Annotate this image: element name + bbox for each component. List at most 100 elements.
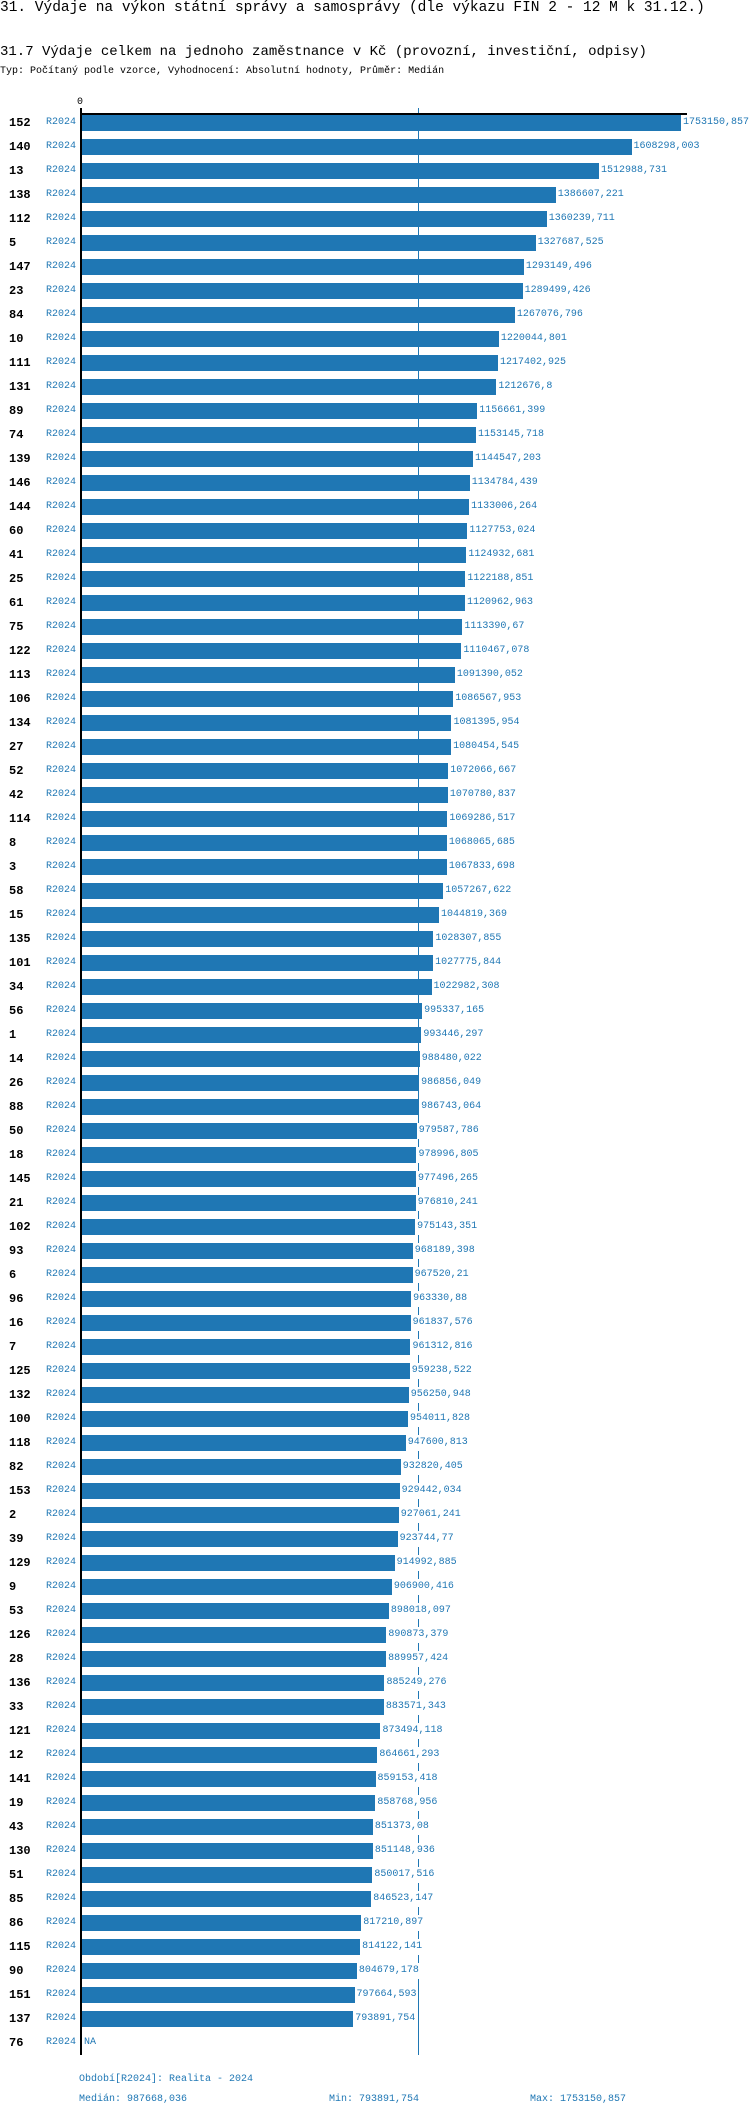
row-label: 33 (9, 1700, 24, 1714)
value-label: 961312,816 (411, 1339, 474, 1355)
row-label: 39 (9, 1532, 24, 1546)
bar (82, 1171, 416, 1187)
row-label: 102 (9, 1220, 31, 1234)
row-label: 34 (9, 980, 24, 994)
period-label: R2024 (46, 381, 77, 392)
row-label: 42 (9, 788, 24, 802)
bar (82, 979, 432, 995)
bar (82, 1651, 387, 1667)
period-label: R2024 (46, 357, 77, 368)
bar (82, 1675, 385, 1691)
period-label: R2024 (46, 285, 77, 296)
value-label: 979587,786 (417, 1123, 480, 1139)
bar (82, 427, 476, 443)
period-label: R2024 (46, 1653, 77, 1664)
period-label: R2024 (46, 1773, 77, 1784)
period-label: R2024 (46, 693, 77, 704)
row-label: 74 (9, 428, 24, 442)
value-label: 923744,77 (398, 1531, 455, 1547)
footer-min: Min: 793891,754 (329, 2094, 420, 2105)
period-label: R2024 (46, 1845, 77, 1856)
value-label: 929442,034 (400, 1483, 463, 1499)
bar (82, 931, 434, 947)
row-label: 21 (9, 1196, 24, 1210)
value-label: 1070780,837 (448, 787, 517, 803)
bar (82, 403, 478, 419)
row-label: 153 (9, 1484, 31, 1498)
bar (82, 379, 497, 395)
value-label: 1081395,954 (452, 715, 521, 731)
period-label: R2024 (46, 453, 77, 464)
row-label: 16 (9, 1316, 24, 1330)
bar (82, 1315, 411, 1331)
period-label: R2024 (46, 1965, 77, 1976)
row-label: 140 (9, 140, 31, 154)
row-label: 14 (9, 1052, 24, 1066)
value-label: 967520,21 (413, 1267, 470, 1283)
value-label: 846523,147 (372, 1891, 435, 1907)
value-label: 883571,343 (384, 1699, 447, 1715)
bar (82, 235, 536, 251)
value-label: 975143,351 (416, 1219, 479, 1235)
period-label: R2024 (46, 1197, 77, 1208)
row-label: 6 (9, 1268, 17, 1282)
row-label: 3 (9, 860, 17, 874)
value-label: 956250,948 (409, 1387, 472, 1403)
bar (82, 1891, 372, 1907)
value-label: 797664,593 (355, 1987, 418, 2003)
footer-period: Období[R2024]: Realita - 2024 (79, 2074, 254, 2085)
row-label: 141 (9, 1772, 31, 1786)
period-label: R2024 (46, 165, 77, 176)
period-label: R2024 (46, 573, 77, 584)
value-label: 932820,405 (401, 1459, 464, 1475)
bar (82, 1771, 376, 1787)
row-label: 118 (9, 1436, 31, 1450)
period-label: R2024 (46, 1821, 77, 1832)
row-label: 27 (9, 740, 24, 754)
bar (82, 1339, 411, 1355)
period-label: R2024 (46, 477, 77, 488)
value-label: 977496,265 (416, 1171, 479, 1187)
value-label: 1067833,698 (447, 859, 516, 875)
row-label: 113 (9, 668, 31, 682)
period-label: R2024 (46, 1245, 77, 1256)
row-label: 147 (9, 260, 31, 274)
value-label: 1134784,439 (470, 475, 539, 491)
value-label: 1124932,681 (467, 547, 536, 563)
bar (82, 1843, 373, 1859)
period-label: R2024 (46, 501, 77, 512)
row-label: 152 (9, 116, 31, 130)
period-label: R2024 (46, 237, 77, 248)
value-label: 1127753,024 (468, 523, 537, 539)
period-label: R2024 (46, 1533, 77, 1544)
row-label: 23 (9, 284, 24, 298)
period-label: R2024 (46, 405, 77, 416)
bar (82, 787, 448, 803)
row-label: 53 (9, 1604, 24, 1618)
bar (82, 1699, 384, 1715)
bar (82, 211, 547, 227)
period-label: R2024 (46, 213, 77, 224)
bar (82, 571, 466, 587)
row-label: 138 (9, 188, 31, 202)
row-label: 26 (9, 1076, 24, 1090)
row-label: 52 (9, 764, 24, 778)
period-label: R2024 (46, 861, 77, 872)
bar (82, 715, 452, 731)
period-label: R2024 (46, 141, 77, 152)
bar (82, 955, 434, 971)
value-label: 873494,118 (381, 1723, 444, 1739)
bar (82, 187, 556, 203)
value-label: 1022982,308 (432, 979, 501, 995)
row-label: 84 (9, 308, 24, 322)
row-label: 12 (9, 1748, 24, 1762)
bar (82, 1603, 389, 1619)
row-label: 106 (9, 692, 31, 706)
row-label: 10 (9, 332, 24, 346)
row-label: 82 (9, 1460, 24, 1474)
row-label: 89 (9, 404, 24, 418)
period-label: R2024 (46, 1029, 77, 1040)
row-label: 134 (9, 716, 31, 730)
bar (82, 307, 515, 323)
period-label: R2024 (46, 1005, 77, 1016)
